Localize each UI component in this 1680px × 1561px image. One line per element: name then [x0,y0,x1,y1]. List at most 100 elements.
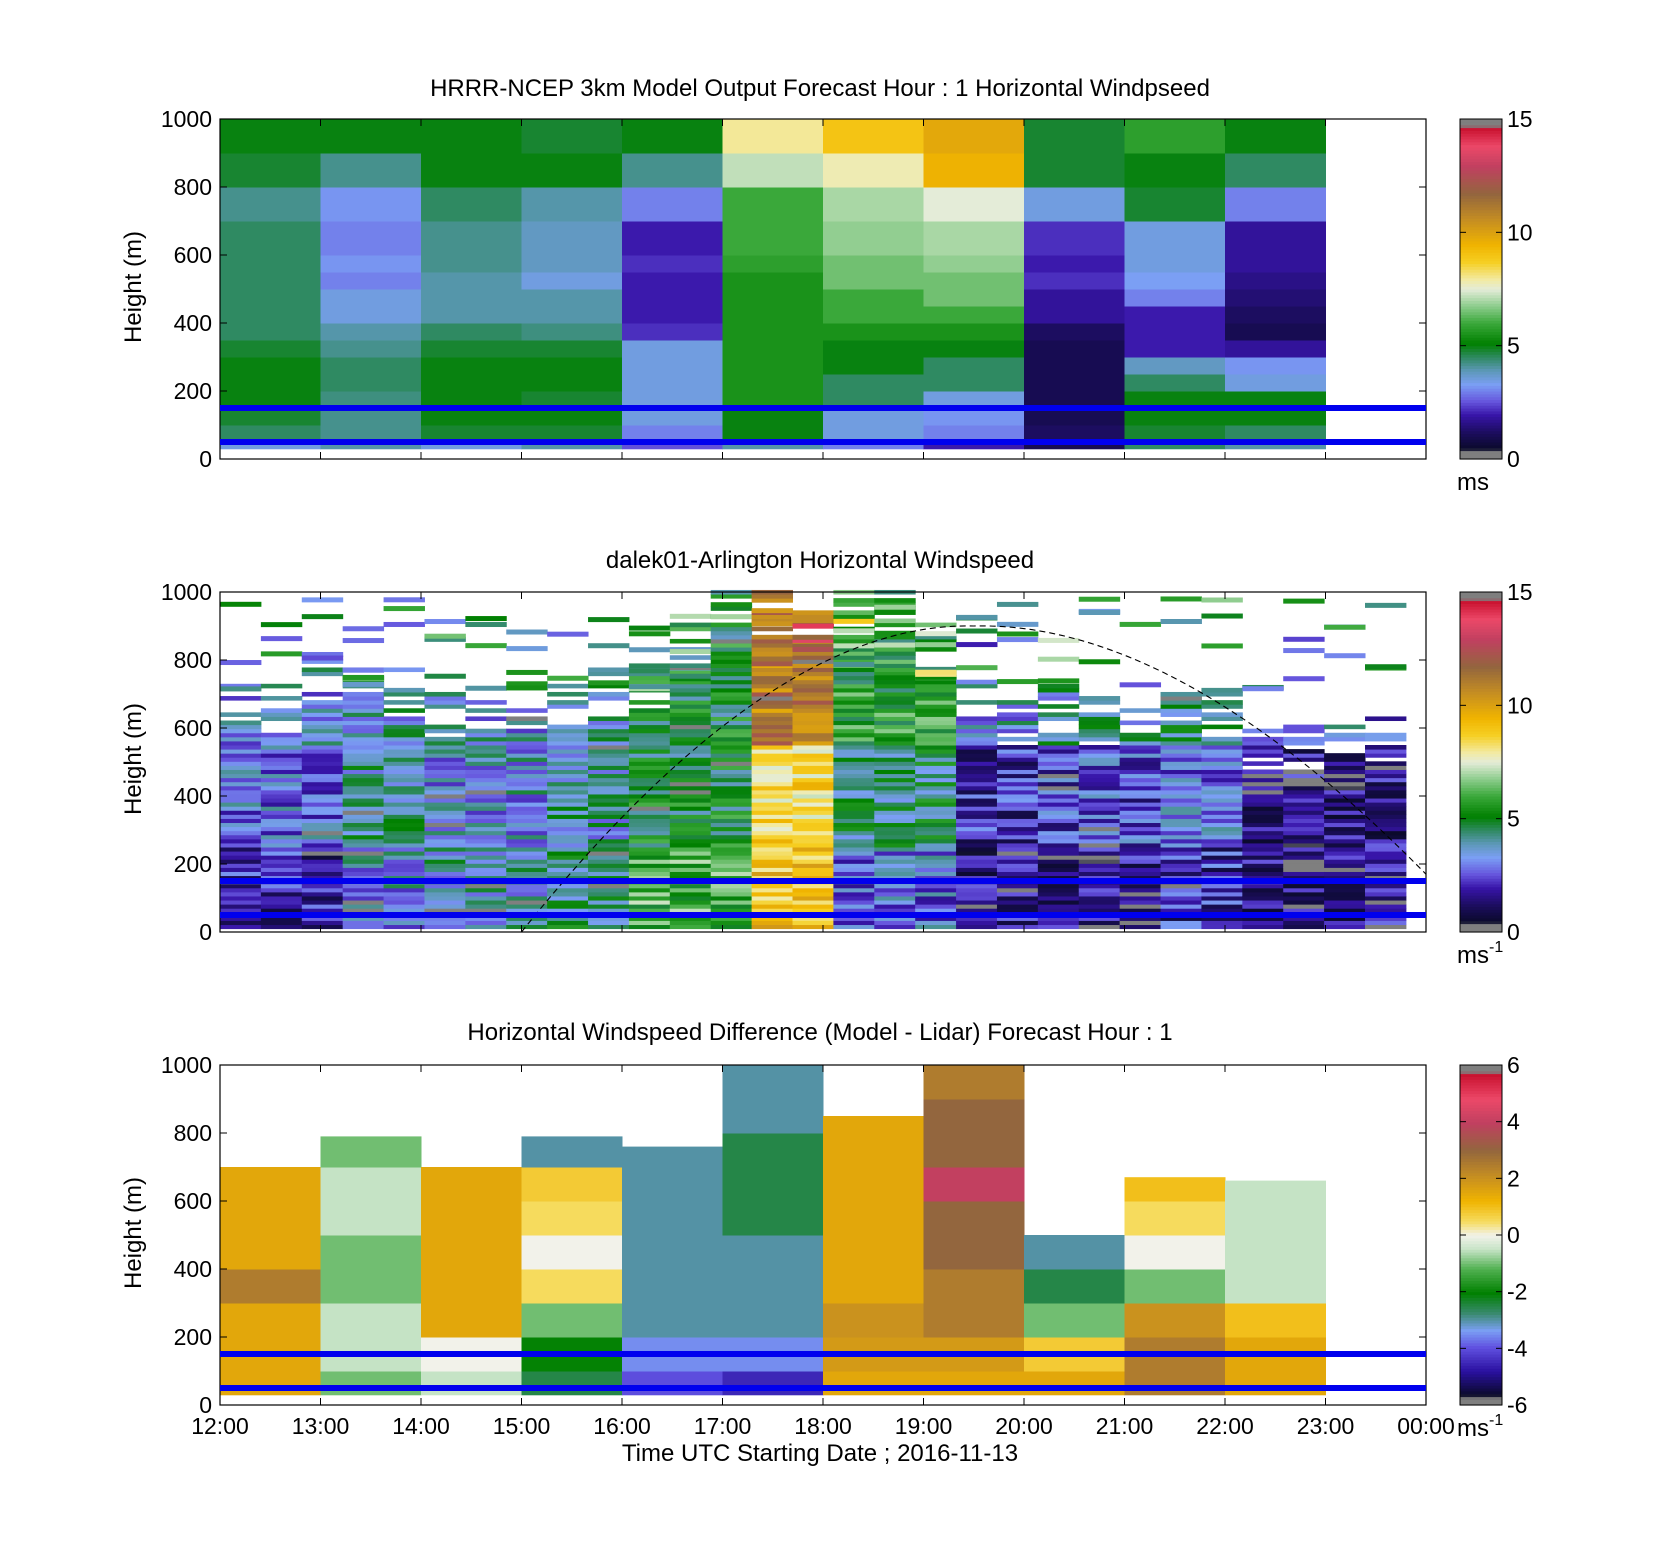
heatmap-cell [823,187,924,222]
colorbar-segment [1460,841,1502,845]
colorbar-segment [1460,280,1502,284]
panel-title: Horizontal Windspeed Difference (Model -… [467,1019,1172,1046]
colorbar-tick-label: 15 [1507,106,1533,132]
heatmap-cell [874,830,916,836]
colorbar-segment [1460,1087,1502,1092]
heatmap-cell [1119,769,1162,775]
heatmap-cell [1365,834,1407,840]
heatmap-cell [751,916,794,921]
heatmap-cell [669,765,712,770]
heatmap-cell [1201,802,1243,807]
heatmap-cell [260,793,303,799]
x-tick-label: 19:00 [895,1413,953,1439]
colorbar-segment [1460,648,1502,653]
heatmap-cell [320,221,422,256]
heatmap-cell [1037,887,1080,893]
heatmap-cell [722,357,824,375]
heatmap-cell [465,736,507,742]
heatmap-cell [915,757,957,762]
heatmap-cell [874,647,916,652]
colorbar-segment [1460,266,1502,270]
colorbar-segment [1460,606,1502,610]
colorbar-segment [1460,215,1502,219]
heatmap-cell [710,687,753,693]
heatmap-cell [751,736,794,742]
heatmap-cell [1225,1201,1326,1236]
heatmap-cell [1037,855,1080,860]
heatmap-cell [465,798,507,803]
heatmap-cell [220,686,262,692]
heatmap-cell [1160,736,1202,742]
heatmap-cell [1201,830,1243,836]
heatmap-cell [669,745,712,750]
heatmap-cell [669,736,712,742]
colorbar-segment [1460,674,1502,678]
heatmap-cell [424,826,466,832]
heatmap-cell [1283,757,1325,762]
heatmap-cell [833,708,875,713]
colorbar-segment [1460,201,1502,205]
colorbar-segment [1460,909,1502,913]
heatmap-cell [1324,761,1366,766]
heatmap-cell [722,374,824,392]
heatmap-cell [833,757,875,762]
heatmap-cell [1078,822,1121,828]
heatmap-cell [1242,920,1284,926]
colorbar-segment [1460,1093,1502,1097]
heatmap-cell [1078,781,1121,787]
heatmap-cell [874,753,916,758]
heatmap-cell [342,745,385,750]
heatmap-cell [751,700,794,705]
heatmap-cell [751,720,794,726]
heatmap-cell [833,781,875,787]
heatmap-cell [915,830,957,836]
heatmap-cell [506,900,548,905]
heatmap-cell [220,745,262,750]
heatmap-cell [1365,867,1407,872]
colorbar-segment [1460,1277,1502,1281]
heatmap-cell [874,604,916,610]
heatmap-cell [547,895,589,901]
heatmap-cell [220,834,262,840]
colorbar-segment [1460,354,1502,358]
heatmap-cell [956,789,998,795]
heatmap-cell [424,785,466,791]
heatmap-cell [383,875,425,881]
heatmap-cell [1119,708,1162,713]
heatmap-cell [722,1099,824,1134]
heatmap-cell [220,908,262,913]
heatmap-cell [751,696,794,701]
heatmap-cell [751,806,794,811]
heatmap-cell [628,761,671,766]
colorbar-segment [1460,1297,1502,1301]
heatmap-cell [915,851,957,856]
heatmap-cell [1365,798,1407,803]
heatmap-cell [751,704,794,709]
heatmap-cell [301,765,344,770]
heatmap-cell [792,732,834,738]
heatmap-cell [260,887,303,893]
heatmap-cell [669,916,712,921]
colorbar-segment [1460,425,1502,429]
heatmap-cell [1201,838,1243,844]
heatmap-cell [220,793,262,799]
heatmap-cell [956,826,998,832]
heatmap-cell [722,1235,824,1270]
colorbar-segment [1460,1325,1502,1330]
heatmap-cell [547,802,589,807]
heatmap-cell [1160,728,1202,734]
heatmap-cell [342,818,385,824]
heatmap-cell [996,601,1039,607]
heatmap-cell [628,810,671,815]
heatmap-cell [1024,374,1125,392]
heatmap-cell [915,736,957,742]
heatmap-cell [628,904,671,909]
heatmap-cell [710,830,753,836]
heatmap-cell [547,736,589,742]
x-tick-label: 17:00 [694,1413,752,1439]
heatmap-cell [751,679,794,685]
heatmap-cell [628,908,671,913]
heatmap-cell [320,272,422,290]
colorbar-segment [1460,603,1502,607]
heatmap-cell [956,642,998,648]
